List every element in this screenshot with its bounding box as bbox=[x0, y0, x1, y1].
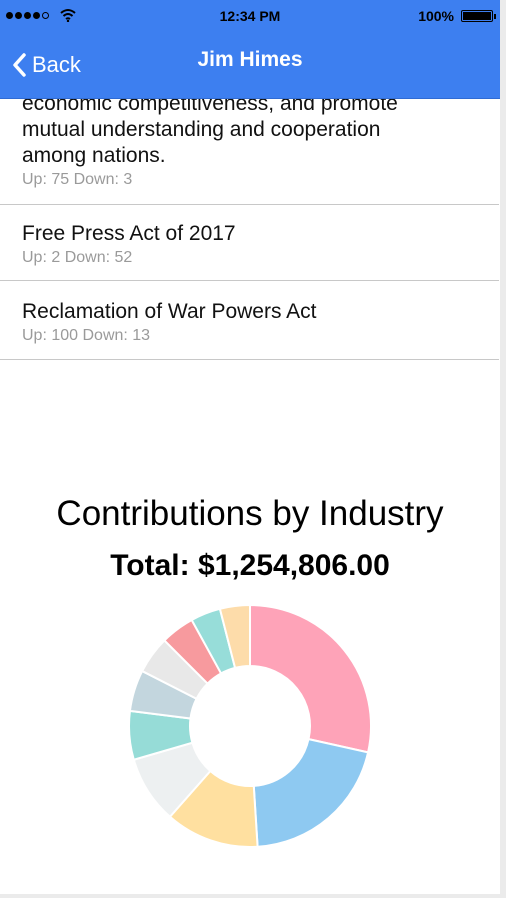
chevron-left-icon bbox=[13, 53, 26, 77]
bill-vote-counts: Up: 100 Down: 13 bbox=[22, 327, 151, 344]
battery-percent: 100% bbox=[418, 8, 454, 24]
donut-slice-1[interactable] bbox=[249, 604, 372, 754]
industry-donut-chart bbox=[128, 604, 372, 848]
status-bar: 12:34 PM 100% bbox=[0, 0, 500, 30]
bill-title: Reclamation of War Powers Act bbox=[22, 300, 317, 323]
back-label: Back bbox=[32, 52, 81, 77]
page-title: Jim Himes bbox=[197, 48, 303, 71]
bill-vote-counts: Up: 75 Down: 3 bbox=[22, 171, 133, 188]
contributions-total: Total: $1,254,806.00 bbox=[110, 549, 390, 582]
navigation-bar: Back Jim Himes bbox=[0, 30, 500, 99]
donut-slice-10[interactable] bbox=[218, 604, 251, 670]
signal-strength-icon bbox=[6, 12, 49, 19]
bill-title: Free Press Act of 2017 bbox=[22, 222, 236, 245]
back-button[interactable]: Back bbox=[12, 50, 81, 80]
bill-list-item[interactable]: Reclamation of War Powers Act Up: 100 Do… bbox=[0, 281, 499, 360]
status-time: 12:34 PM bbox=[219, 8, 281, 24]
battery-icon bbox=[461, 10, 496, 22]
chart-title: Contributions by Industry bbox=[56, 494, 444, 533]
donut-slice-2[interactable] bbox=[252, 737, 370, 848]
bill-title: economic competitiveness, and promote mu… bbox=[22, 99, 398, 167]
bill-list-item[interactable]: Free Press Act of 2017 Up: 2 Down: 52 bbox=[0, 205, 499, 281]
bill-vote-counts: Up: 2 Down: 52 bbox=[22, 249, 133, 266]
bill-list-item[interactable]: economic competitiveness, and promote mu… bbox=[0, 99, 499, 205]
scroll-content[interactable]: economic competitiveness, and promote mu… bbox=[0, 99, 500, 894]
wifi-icon bbox=[60, 9, 76, 22]
